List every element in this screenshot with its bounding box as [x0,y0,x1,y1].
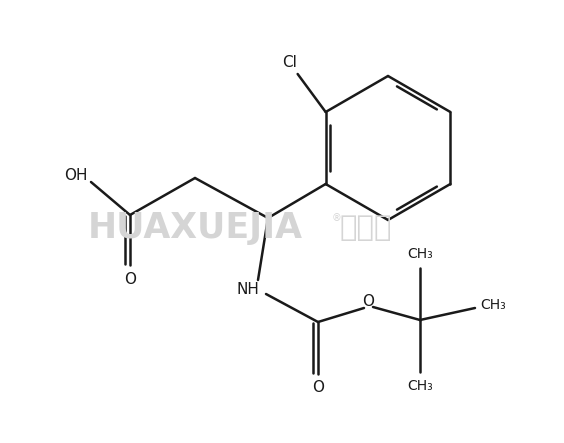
Text: CH₃: CH₃ [407,247,433,261]
Text: ®: ® [332,213,342,223]
Text: NH: NH [236,283,259,298]
Text: CH₃: CH₃ [480,298,506,312]
Text: O: O [124,272,136,287]
Text: O: O [312,380,324,395]
Text: HUAXUEJIA: HUAXUEJIA [88,211,303,245]
Text: CH₃: CH₃ [407,379,433,393]
Text: OH: OH [64,167,88,183]
Text: Cl: Cl [282,54,297,70]
Text: 化学加: 化学加 [340,214,393,242]
Text: O: O [362,294,374,308]
